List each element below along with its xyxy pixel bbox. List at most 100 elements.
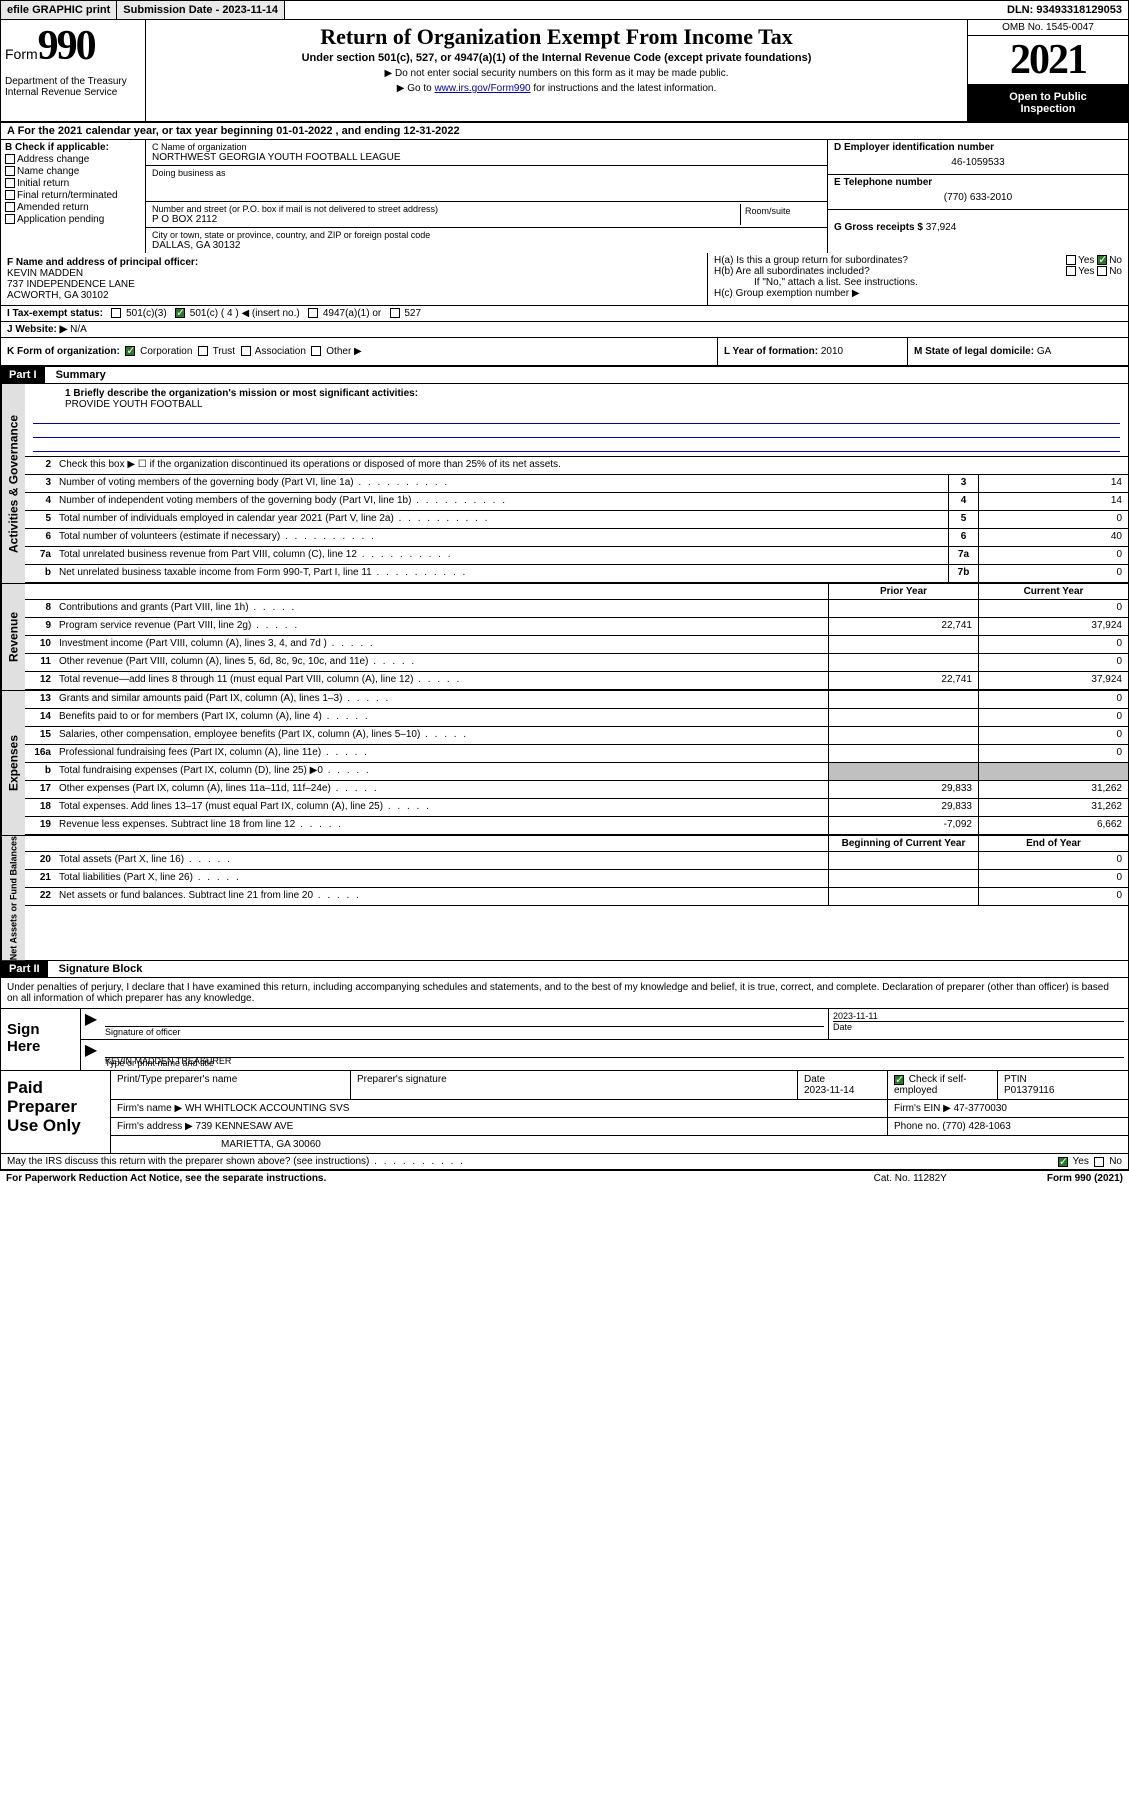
line-desc: Total number of volunteers (estimate if … — [55, 529, 948, 546]
sig-date-lbl: Date — [833, 1022, 1124, 1032]
e-phone-val: (770) 633-2010 — [834, 188, 1122, 207]
line-num: 4 — [25, 493, 55, 510]
current-val: 0 — [978, 600, 1128, 617]
form-word: Form — [5, 46, 38, 62]
data-row: 10 Investment income (Part VIII, column … — [25, 636, 1128, 654]
chk-name-change[interactable] — [5, 166, 15, 176]
m-lbl: M State of legal domicile: — [914, 346, 1034, 357]
lbl-app-pending: Application pending — [17, 214, 104, 225]
chk-final-return[interactable] — [5, 190, 15, 200]
line-val: 0 — [978, 547, 1128, 564]
ha-yes[interactable] — [1066, 255, 1076, 265]
chk-app-pending[interactable] — [5, 214, 15, 224]
m-val: GA — [1037, 346, 1051, 357]
chk-amended[interactable] — [5, 202, 15, 212]
c-name-lbl: C Name of organization — [152, 142, 821, 152]
data-row: 18 Total expenses. Add lines 13–17 (must… — [25, 799, 1128, 817]
line-num: b — [25, 763, 55, 780]
current-val: 0 — [978, 654, 1128, 671]
k-form-org: K Form of organization: Corporation Trus… — [1, 338, 718, 365]
i-527[interactable] — [390, 308, 400, 318]
sig-name-val: KEVIN MADDEN TREASURER — [105, 1042, 1124, 1058]
irs-link[interactable]: www.irs.gov/Form990 — [434, 83, 530, 94]
h-group: H(a) Is this a group return for subordin… — [708, 253, 1128, 305]
line-desc: Number of independent voting members of … — [55, 493, 948, 510]
phone-lbl: Phone no. — [894, 1121, 940, 1132]
firm-ein-val: 47-3770030 — [954, 1103, 1007, 1114]
data-row: 17 Other expenses (Part IX, column (A), … — [25, 781, 1128, 799]
hb-no[interactable] — [1097, 266, 1107, 276]
line-val: 0 — [978, 511, 1128, 528]
g-gross-lbl: G Gross receipts $ — [834, 222, 923, 233]
line-num: 20 — [25, 852, 55, 869]
line-a-tax-year: A For the 2021 calendar year, or tax yea… — [0, 123, 1129, 140]
line-desc: Total assets (Part X, line 16) — [55, 852, 828, 869]
dba-lbl: Doing business as — [152, 168, 821, 178]
chk-address-change[interactable] — [5, 154, 15, 164]
prior-val — [828, 870, 978, 887]
e-phone-lbl: E Telephone number — [834, 177, 1122, 188]
i-501c[interactable] — [175, 308, 185, 318]
lbl-name-change: Name change — [17, 166, 79, 177]
col-c-name-addr: C Name of organization NORTHWEST GEORGIA… — [146, 140, 828, 253]
firm-name-val: WH WHITLOCK ACCOUNTING SVS — [185, 1103, 349, 1114]
open1: Open to Public — [970, 91, 1126, 103]
lbl-address-change: Address change — [17, 154, 89, 165]
prior-val — [828, 691, 978, 708]
chk-initial-return[interactable] — [5, 178, 15, 188]
discuss-no[interactable] — [1094, 1157, 1104, 1167]
line-box: 4 — [948, 493, 978, 510]
line-val: 14 — [978, 493, 1128, 510]
line-box: 6 — [948, 529, 978, 546]
current-val — [978, 763, 1128, 780]
city-lbl: City or town, state or province, country… — [152, 230, 821, 240]
paid-preparer-block: Paid Preparer Use Only Print/Type prepar… — [0, 1071, 1129, 1154]
self-emp-chk[interactable] — [894, 1075, 904, 1085]
part-ii-header: Part II Signature Block — [0, 961, 1129, 978]
hb-note: If "No," attach a list. See instructions… — [714, 277, 1122, 288]
i-501c3[interactable] — [111, 308, 121, 318]
prior-val — [828, 654, 978, 671]
prior-val: 29,833 — [828, 781, 978, 798]
tab-revenue: Revenue — [1, 584, 25, 690]
k-corp[interactable] — [125, 346, 135, 356]
sig-officer-line[interactable] — [105, 1011, 824, 1027]
row-j: J Website: ▶ N/A — [0, 322, 1129, 338]
hdr-end: End of Year — [978, 836, 1128, 851]
prior-val — [828, 852, 978, 869]
k-o2: Trust — [213, 346, 235, 357]
data-row: 9 Program service revenue (Part VIII, li… — [25, 618, 1128, 636]
prior-val — [828, 745, 978, 762]
hb-yes[interactable] — [1066, 266, 1076, 276]
k-assoc[interactable] — [241, 346, 251, 356]
firm-addr2: MARIETTA, GA 30060 — [111, 1136, 1128, 1153]
arrow-icon: ▶ — [81, 1040, 101, 1070]
j-val: N/A — [70, 324, 87, 335]
line-num: 6 — [25, 529, 55, 546]
lbl-final-return: Final return/terminated — [17, 190, 118, 201]
line-desc: Investment income (Part VIII, column (A)… — [55, 636, 828, 653]
ha-no[interactable] — [1097, 255, 1107, 265]
line-num: 10 — [25, 636, 55, 653]
note2-post: for instructions and the latest informat… — [531, 83, 717, 94]
efile-btn[interactable]: efile GRAPHIC print — [1, 1, 117, 19]
data-row: 8 Contributions and grants (Part VIII, l… — [25, 600, 1128, 618]
k-other[interactable] — [311, 346, 321, 356]
current-val: 37,924 — [978, 618, 1128, 635]
line-box: 3 — [948, 475, 978, 492]
col-b-checkboxes: B Check if applicable: Address change Na… — [1, 140, 146, 253]
i-opt1: 501(c)(3) — [126, 308, 167, 319]
line-num: 14 — [25, 709, 55, 726]
addr-lbl: Number and street (or P.O. box if mail i… — [152, 204, 740, 214]
mission-line — [33, 410, 1120, 424]
line-desc: Contributions and grants (Part VIII, lin… — [55, 600, 828, 617]
bal-hdr: Beginning of Current Year End of Year — [25, 836, 1128, 852]
line-desc: Other expenses (Part IX, column (A), lin… — [55, 781, 828, 798]
i-opt4: 527 — [404, 308, 421, 319]
i-4947[interactable] — [308, 308, 318, 318]
discuss-yes[interactable] — [1058, 1157, 1068, 1167]
line-desc: Total fundraising expenses (Part IX, col… — [55, 763, 828, 780]
line-num: 19 — [25, 817, 55, 834]
prior-val — [828, 763, 978, 780]
k-trust[interactable] — [198, 346, 208, 356]
